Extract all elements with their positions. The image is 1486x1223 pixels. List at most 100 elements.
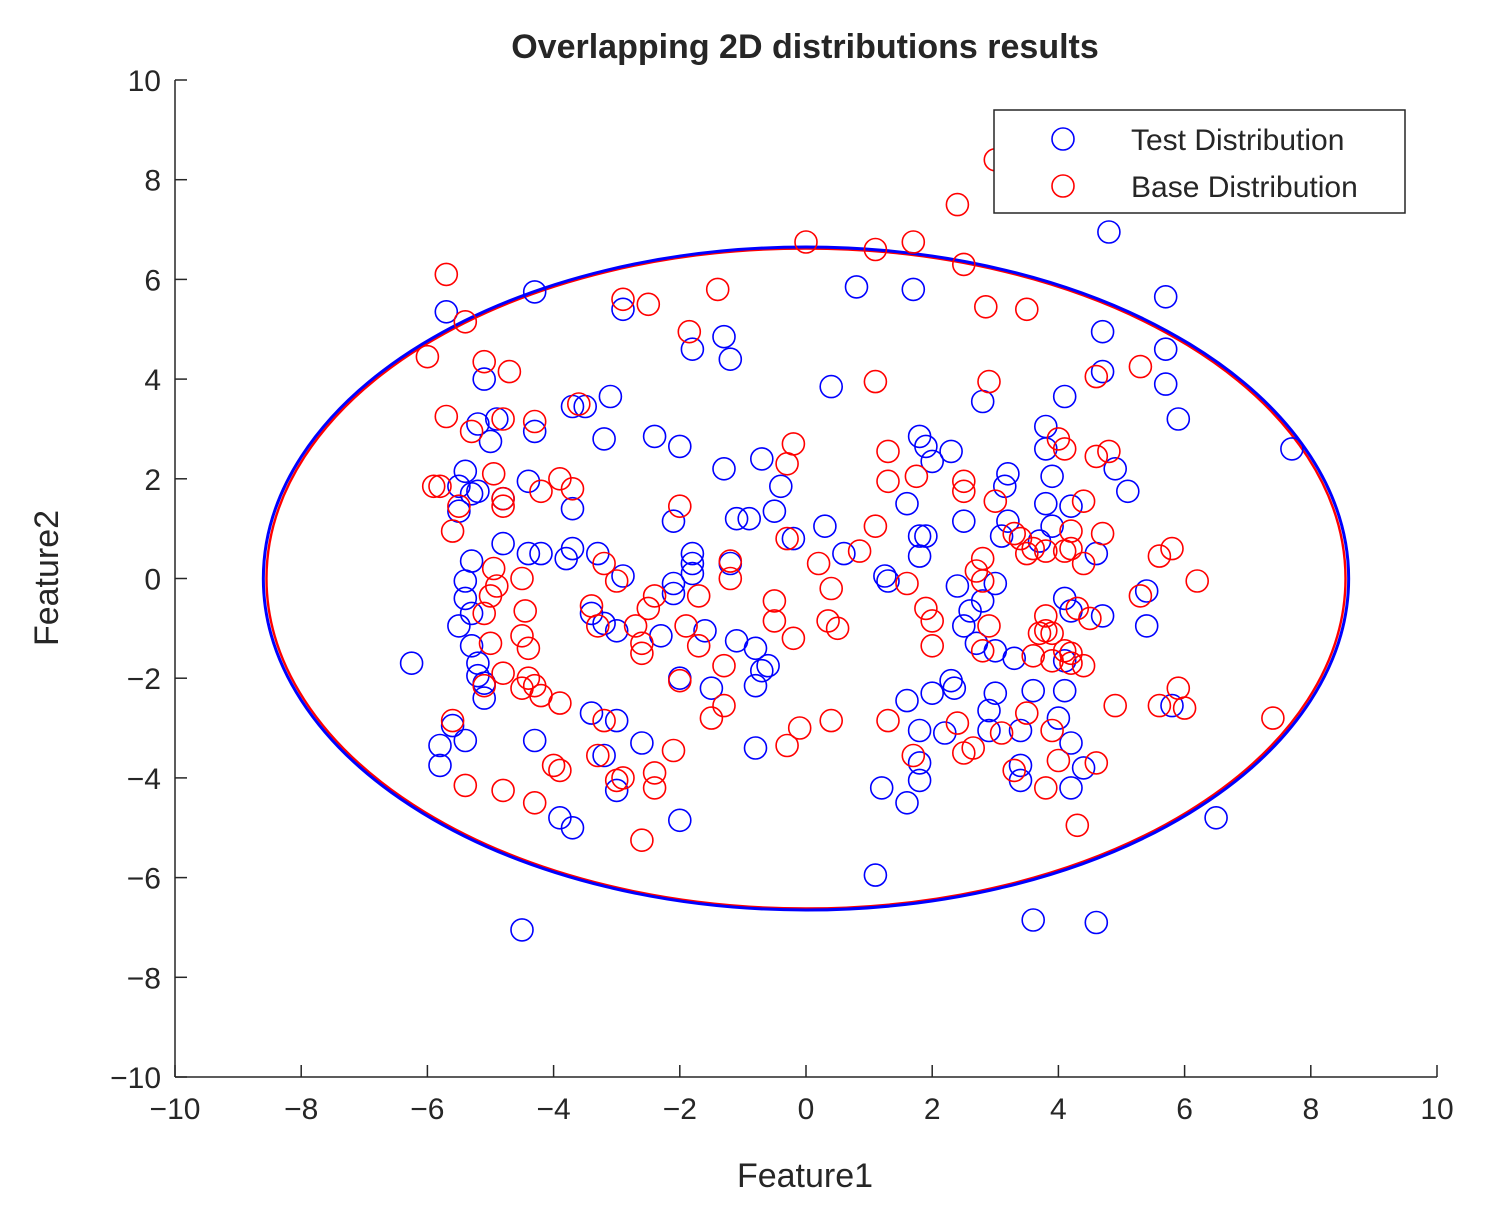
point-test-29 [428, 753, 452, 778]
point-base-39 [548, 466, 572, 491]
legend-label-test: Test Distribution [1131, 124, 1344, 157]
point-base-85 [825, 616, 850, 641]
point-base-144 [1065, 813, 1090, 838]
point-base-40 [560, 476, 585, 501]
point-base-23 [510, 623, 534, 648]
point-test-65 [667, 808, 692, 833]
point-base-81 [794, 230, 818, 254]
point-base-46 [592, 708, 616, 733]
point-test-135 [1040, 514, 1064, 539]
point-test-128 [1008, 753, 1033, 778]
point-test-152 [1103, 456, 1127, 481]
point-base-148 [1084, 364, 1109, 389]
point-test-2 [472, 367, 497, 391]
point-test-88 [832, 541, 856, 566]
point-base-55 [636, 292, 661, 317]
point-base-12 [440, 519, 465, 543]
point-test-153 [1116, 479, 1140, 504]
point-base-79 [775, 733, 799, 758]
y-axis-label: Feature2 [28, 510, 66, 646]
data-points [399, 148, 1304, 942]
point-test-142 [1046, 706, 1071, 730]
point-test-160 [1153, 372, 1178, 396]
point-test-77 [768, 474, 793, 499]
point-base-59 [642, 584, 667, 608]
point-base-102 [951, 252, 976, 277]
point-base-35 [453, 773, 478, 798]
point-base-75 [775, 451, 799, 476]
point-base-116 [989, 721, 1014, 745]
point-base-136 [1052, 437, 1077, 461]
point-base-22 [472, 601, 497, 626]
point-base-37 [522, 790, 547, 815]
point-base-139 [1059, 536, 1083, 561]
point-base-110 [970, 569, 995, 593]
point-base-123 [1021, 643, 1045, 668]
point-test-131 [1034, 437, 1058, 461]
point-base-78 [762, 609, 787, 633]
point-base-58 [630, 641, 654, 666]
y-tick-label-10: 10 [128, 65, 161, 98]
point-base-153 [1103, 693, 1127, 718]
point-base-91 [876, 439, 900, 464]
point-base-34 [548, 758, 572, 783]
point-base-8 [522, 409, 547, 434]
point-base-94 [895, 571, 919, 596]
point-test-76 [762, 499, 787, 524]
point-base-41 [566, 392, 591, 416]
point-base-51 [642, 761, 667, 785]
point-base-134 [1034, 776, 1058, 800]
fit-ellipses [261, 245, 1351, 912]
point-test-41 [560, 496, 585, 521]
point-base-3 [472, 349, 497, 374]
point-base-129 [1040, 621, 1064, 646]
point-base-162 [1261, 706, 1285, 730]
point-test-28 [428, 733, 452, 758]
point-test-61 [661, 581, 686, 606]
point-base-146 [1071, 551, 1096, 576]
point-base-20 [510, 566, 534, 591]
point-base-118 [1008, 526, 1033, 551]
point-base-142 [1059, 651, 1083, 676]
point-test-89 [873, 564, 897, 588]
point-test-133 [1052, 384, 1077, 409]
point-base-15 [491, 494, 515, 519]
legend: Test Distribution Base Distribution [993, 109, 1406, 214]
point-test-90 [876, 569, 900, 593]
x-axis-label: Feature1 [737, 1157, 873, 1195]
point-test-16 [491, 531, 515, 556]
point-base-68 [718, 549, 743, 573]
point-test-157 [1134, 614, 1159, 638]
point-test-143 [1059, 731, 1083, 755]
point-test-164 [1280, 437, 1304, 461]
point-base-25 [478, 631, 503, 656]
point-base-65 [667, 668, 692, 693]
point-base-26 [491, 661, 515, 686]
point-base-140 [1065, 596, 1090, 621]
point-base-38 [440, 708, 465, 733]
point-test-100 [945, 574, 970, 598]
point-test-92 [914, 434, 938, 459]
point-base-145 [1071, 489, 1096, 514]
point-base-117 [1002, 521, 1027, 546]
point-test-59 [680, 561, 705, 586]
ellipse-test-distribution [261, 245, 1351, 912]
point-base-149 [1084, 444, 1109, 469]
point-base-11 [447, 494, 471, 519]
point-test-43 [554, 546, 579, 571]
point-base-107 [961, 736, 986, 760]
point-test-96 [907, 524, 932, 548]
point-base-47 [585, 743, 610, 768]
point-test-30 [440, 713, 465, 738]
legend-marker-base [1051, 174, 1075, 198]
point-base-104 [951, 479, 976, 504]
point-test-156 [1134, 579, 1159, 603]
point-test-151 [1097, 220, 1121, 244]
point-base-13 [481, 461, 506, 486]
point-test-49 [579, 701, 604, 725]
point-test-3 [466, 412, 490, 436]
x-tick-label-10: 10 [1420, 1093, 1453, 1126]
point-test-51 [604, 708, 629, 733]
point-test-125 [977, 698, 1001, 723]
